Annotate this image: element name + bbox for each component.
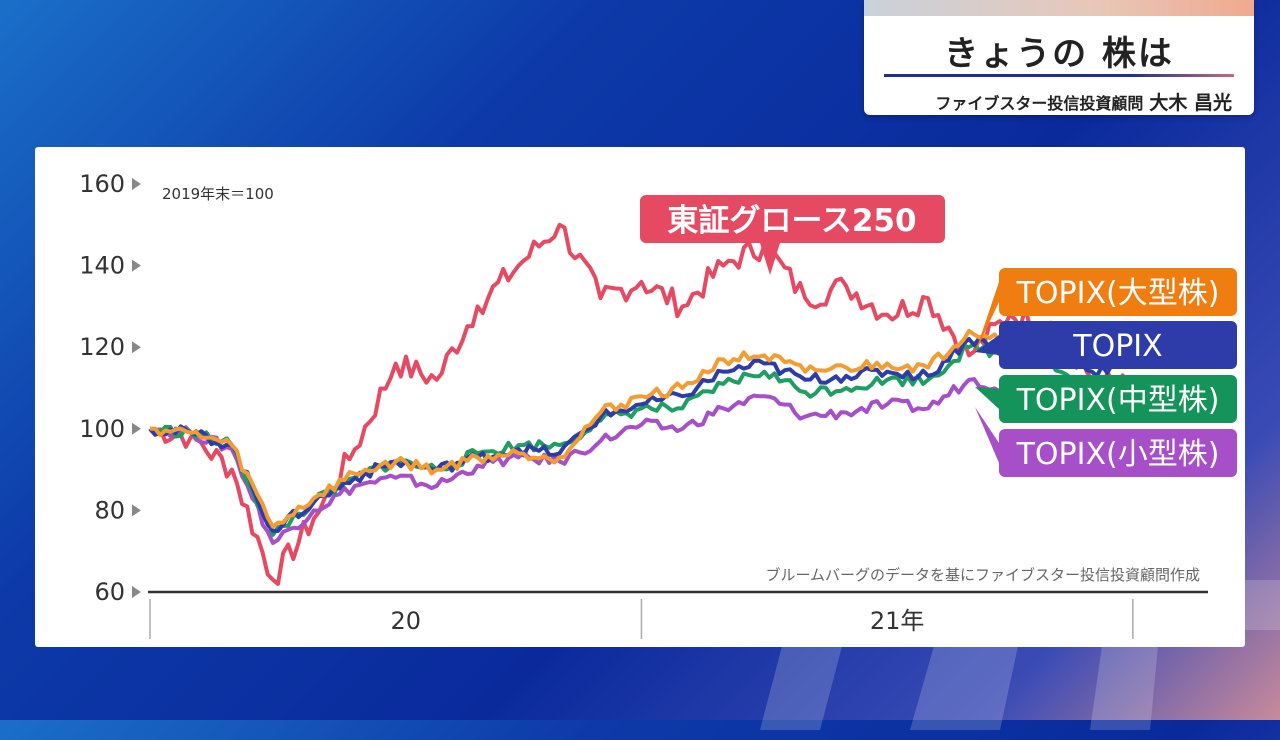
callout-pointer <box>760 243 780 275</box>
callout-label: 東証グロース250 <box>667 203 916 239</box>
y-tick-arrow <box>132 341 141 354</box>
legend-box <box>999 429 1237 477</box>
x-axis: 20 21年 <box>149 599 1134 639</box>
x-tick-label: 21年 <box>870 607 925 635</box>
callout-layer: 東証グロース250 <box>640 195 945 275</box>
y-tick-label: 80 <box>94 496 125 524</box>
series-line <box>149 328 1130 529</box>
y-tick-label: 60 <box>94 578 125 606</box>
legend-pointer <box>975 387 999 409</box>
commentator-affiliation: ファイブスター投信投資顧問 <box>935 94 1144 113</box>
callout-box <box>640 195 945 243</box>
y-tick-arrow <box>132 422 141 435</box>
series-line <box>148 336 1130 533</box>
x-tick-label: 20 <box>390 607 421 635</box>
y-tick-arrow <box>132 259 141 272</box>
title-rule <box>884 74 1234 77</box>
legend-pointer <box>975 282 999 353</box>
chart-note: 2019年末＝100 <box>162 185 274 203</box>
line-chart: 160 140 120 100 80 60 2019年末＝100 20 21年 ブルームバー… <box>79 170 1237 639</box>
source-note: ブルームバーグのデータを基にファイブスター投信投資顧問作成 <box>765 566 1200 584</box>
program-title-box: きょうの 株は ファイブスター投信投資顧問 大木 昌光 <box>864 0 1254 115</box>
y-tick-label: 160 <box>79 170 125 198</box>
legend-pointer <box>975 335 999 355</box>
series-line <box>148 377 1130 545</box>
commentator-name: 大木 昌光 <box>1149 92 1232 114</box>
legend-label: TOPIX(大型株) <box>1016 276 1220 311</box>
y-tick-arrow <box>132 504 141 517</box>
legend-box <box>999 375 1237 423</box>
legend-box <box>999 321 1237 369</box>
y-tick-arrow <box>132 586 141 598</box>
legend-pointer <box>975 407 999 463</box>
series-line <box>149 222 1130 586</box>
y-tick-label: 100 <box>79 415 125 443</box>
y-tick-label: 120 <box>79 333 125 361</box>
legend-label: TOPIX <box>1072 329 1162 364</box>
chart-panel: 160 140 120 100 80 60 2019年末＝100 20 21年 ブルームバー… <box>35 147 1245 647</box>
legend-box <box>999 268 1237 316</box>
legend-label: TOPIX(小型株) <box>1016 437 1220 472</box>
legend-label: TOPIX(中型株) <box>1016 383 1220 418</box>
legend: TOPIX(大型株) TOPIX TOPIX(中型株) TOPIX(小型株) <box>975 268 1237 477</box>
series-layer <box>148 222 1130 586</box>
commentator-line: ファイブスター投信投資顧問 大木 昌光 <box>935 88 1232 115</box>
program-title: きょうの 株は <box>944 34 1174 74</box>
title-topbar <box>864 0 1254 16</box>
y-axis: 160 140 120 100 80 60 <box>79 170 141 606</box>
y-tick-label: 140 <box>79 252 125 280</box>
y-tick-arrow <box>132 178 141 190</box>
